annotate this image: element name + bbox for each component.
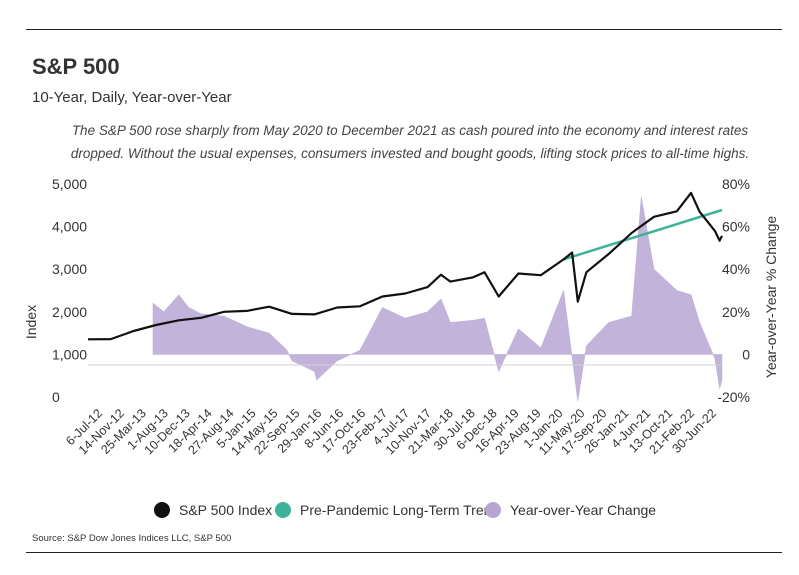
right-axis-ticks: 80% 60% 40% 20% 0 -20% bbox=[717, 176, 750, 405]
legend-swatch-trend bbox=[275, 502, 291, 518]
y2-tick-label: 80% bbox=[722, 176, 750, 192]
y-tick-label: 1,000 bbox=[52, 346, 87, 362]
legend-label-trend: Pre-Pandemic Long-Term Trend bbox=[300, 502, 500, 518]
chart-subtitle: 10-Year, Daily, Year-over-Year bbox=[32, 89, 232, 106]
source-note: Source: S&P Dow Jones Indices LLC, S&P 5… bbox=[32, 533, 232, 544]
y2-tick-label: -20% bbox=[717, 389, 750, 405]
y-tick-label: 0 bbox=[52, 389, 60, 405]
sp500-chart: 5,000 4,000 3,000 2,000 1,000 0 80% 60% 40% 20% 0… bbox=[23, 176, 779, 458]
trend-line bbox=[563, 208, 723, 261]
legend-item-yoy[interactable]: Year-over-Year Change bbox=[485, 502, 656, 518]
legend-item-index[interactable]: S&P 500 Index bbox=[154, 502, 272, 518]
legend: S&P 500 Index Pre-Pandemic Long-Term Tre… bbox=[0, 502, 799, 522]
legend-item-trend[interactable]: Pre-Pandemic Long-Term Trend bbox=[275, 502, 499, 518]
y-tick-label: 5,000 bbox=[52, 176, 87, 192]
y2-tick-label: 0 bbox=[742, 346, 750, 362]
legend-swatch-index bbox=[154, 502, 170, 518]
y2-tick-label: 40% bbox=[722, 261, 750, 277]
y-tick-label: 2,000 bbox=[52, 304, 87, 320]
chart-description: The S&P 500 rose sharply from May 2020 t… bbox=[70, 123, 750, 161]
y-tick-label: 4,000 bbox=[52, 219, 87, 235]
chart-title: S&P 500 bbox=[32, 54, 120, 79]
bottom-rule bbox=[26, 552, 782, 553]
x-axis-ticks: 6-Jul-1214-Nov-1225-Mar-131-Aug-1310-Dec… bbox=[63, 406, 719, 458]
y2-axis-label: Year-over-Year % Change bbox=[763, 216, 779, 379]
yoy-area-layer bbox=[152, 196, 723, 402]
legend-label-yoy: Year-over-Year Change bbox=[510, 502, 657, 518]
index-line-layer bbox=[87, 191, 723, 341]
y-tick-label: 3,000 bbox=[52, 261, 87, 277]
legend-swatch-yoy bbox=[485, 502, 501, 518]
top-rule bbox=[26, 29, 782, 30]
yoy-area bbox=[152, 196, 723, 402]
y-axis-label: Index bbox=[23, 305, 39, 339]
index-line bbox=[87, 191, 723, 341]
y2-tick-label: 60% bbox=[722, 219, 750, 235]
left-axis-ticks: 5,000 4,000 3,000 2,000 1,000 0 bbox=[52, 176, 87, 405]
y2-tick-label: 20% bbox=[722, 304, 750, 320]
legend-label-index: S&P 500 Index bbox=[179, 502, 273, 518]
trend-line-layer bbox=[563, 208, 723, 261]
